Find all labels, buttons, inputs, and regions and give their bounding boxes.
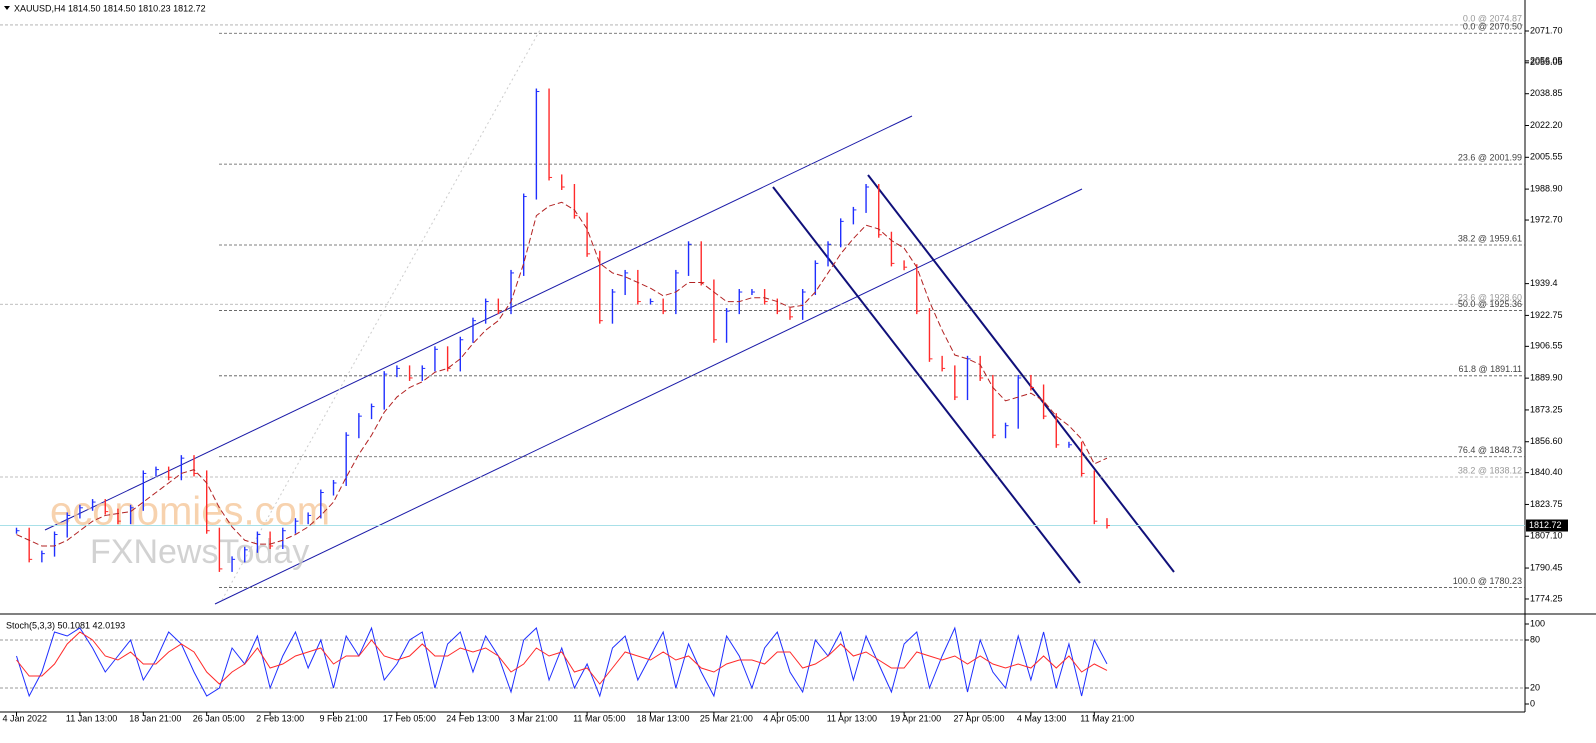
x-tick-label: 24 Feb 13:00 [446,713,499,723]
channel-line [44,115,913,531]
last-price-label: 1812.72 [1529,520,1562,530]
x-tick-label: 4 Apr 05:00 [763,713,809,723]
channels [44,29,1175,605]
fib-label: 0.0 @ 2074.87 [1463,13,1522,23]
y-tick-label: 2071.70 [1530,25,1563,35]
y-tick-label: 100 [1530,618,1545,628]
fib-label: 76.4 @ 1848.73 [1458,445,1522,455]
x-tick-label: 11 Apr 13:00 [827,713,877,723]
channel-line [772,186,1081,584]
channel-line [214,188,1083,605]
y-tick-label: 1988.90 [1530,183,1563,193]
y-tick-label: 1856.60 [1530,436,1563,446]
x-tick-label: 4 Jan 2022 [3,713,48,723]
y-tick-label: 2055.05 [1530,57,1563,67]
y-tick-label: 1922.75 [1530,310,1563,320]
y-tick-label: 1807.10 [1530,531,1563,541]
fib-label: 100.0 @ 1780.23 [1453,576,1522,586]
menu-arrow[interactable] [4,6,10,10]
stoch-line [16,631,1108,685]
x-tick-label: 3 Mar 21:00 [510,713,558,723]
y-tick-label: 80 [1530,634,1540,644]
x-tick-label: 11 May 21:00 [1080,713,1134,723]
fib-label: 38.2 @ 1838.12 [1458,465,1522,475]
x-tick-label: 11 Jan 13:00 [66,713,117,723]
y-tick-label: 1906.55 [1530,341,1563,351]
fib-label: 23.6 @ 2001.99 [1458,152,1522,162]
watermark: FXNewsToday [90,533,309,571]
stoch-line [16,626,1108,698]
moving-average [16,201,1108,547]
indicator-header: Stoch(5,3,3) 50.1081 42.0193 [6,620,125,630]
y-tick-label: 2022.20 [1530,120,1563,130]
y-tick-label: 1889.90 [1530,373,1563,383]
y-tick-label: 1972.70 [1530,214,1563,224]
x-tick-label: 17 Feb 05:00 [383,713,436,723]
x-tick-label: 18 Jan 21:00 [129,713,181,723]
x-tick-label: 26 Jan 05:00 [193,713,245,723]
x-tick-label: 18 Mar 13:00 [637,713,690,723]
y-tick-label: 2038.85 [1530,88,1563,98]
y-tick-label: 1840.40 [1530,467,1563,477]
channel-line [867,174,1175,573]
last-price-box [1526,519,1568,532]
x-tick-label: 2 Feb 13:00 [256,713,304,723]
fib-trend [221,29,541,601]
x-tick-label: 27 Apr 05:00 [954,713,1005,723]
y-tick-label: 1939.4 [1530,278,1558,288]
symbol-header: XAUUSD,H4 1814.50 1814.50 1810.23 1812.7… [14,3,206,13]
y-tick-label: 1873.25 [1530,404,1563,414]
x-tick-label: 4 May 13:00 [1017,713,1067,723]
fib-label: 0.0 @ 2070.50 [1463,22,1522,32]
x-tick-label: 25 Mar 21:00 [700,713,753,723]
y-tick-label: 1774.25 [1530,593,1563,603]
fib-label: 50.0 @ 1925.36 [1458,299,1522,309]
fib-label: 38.2 @ 1959.61 [1458,233,1522,243]
y-tick-label: 0 [1530,698,1535,708]
x-tick-label: 19 Apr 21:00 [890,713,941,723]
watermark: economies.com [50,490,330,534]
x-tick-label: 9 Feb 21:00 [320,713,368,723]
y-tick-label: 1823.75 [1530,499,1563,509]
y-tick-label: 2005.55 [1530,152,1563,162]
fib-label: 23.6 @ 1928.60 [1458,293,1522,303]
fib-label: 61.8 @ 1891.11 [1458,364,1522,374]
y-tick-label: 20 [1530,682,1540,692]
x-tick-label: 11 Mar 05:00 [573,713,625,723]
y-tick-label: 1790.45 [1530,562,1563,572]
y-tick-label: 2056.05 [1530,55,1563,65]
